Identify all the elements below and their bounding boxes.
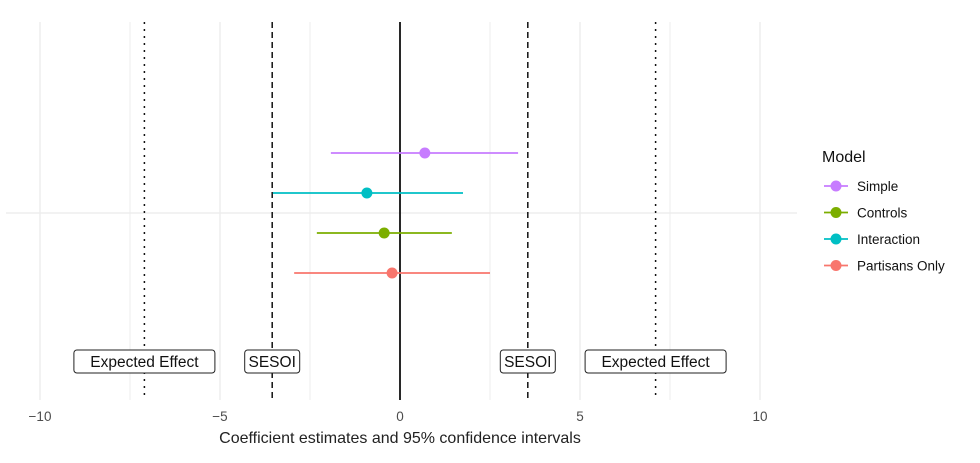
x-axis-ticks: −10 −5 0 5 10 [29, 409, 768, 424]
x-tick-label: −10 [29, 409, 52, 424]
x-tick-label: 0 [396, 409, 404, 424]
reference-label: Expected Effect [90, 354, 199, 371]
legend-label: Partisans Only [857, 259, 945, 274]
legend-label: Interaction [857, 232, 920, 247]
x-axis-label: Coefficient estimates and 95% confidence… [219, 430, 581, 447]
reference-label: SESOI [249, 354, 296, 371]
reference-label: SESOI [504, 354, 551, 371]
x-tick-label: −5 [212, 409, 227, 424]
legend-key-point [830, 180, 842, 192]
reference-lines [143, 22, 657, 400]
legend: Model Simple Controls Interaction Partisans… [822, 149, 945, 274]
series-layer [272, 147, 519, 279]
reference-label: Expected Effect [601, 354, 710, 371]
legend-label: Simple [857, 179, 898, 194]
estimate-point-partisans-only [386, 267, 398, 279]
reference-label-box [499, 349, 556, 374]
reference-label-box [73, 349, 216, 374]
x-tick-label: 5 [576, 409, 584, 424]
legend-key-point [830, 207, 842, 218]
estimate-point-interaction [361, 187, 373, 199]
x-tick-label: 10 [752, 409, 767, 424]
estimate-point-simple [419, 147, 431, 159]
reference-label-box [584, 349, 727, 374]
reference-labels: SESOI SESOI Expected Effect Expected Effect [73, 349, 727, 374]
legend-key-point [830, 260, 842, 271]
legend-title: Model [822, 149, 866, 166]
legend-key-point [830, 233, 842, 245]
estimate-point-controls [378, 227, 390, 239]
reference-label-box [244, 349, 301, 374]
legend-label: Controls [857, 206, 908, 221]
grid [6, 22, 797, 400]
